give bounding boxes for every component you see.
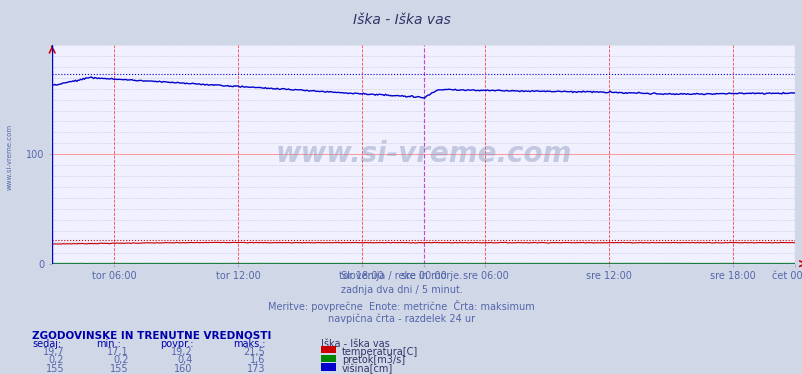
Text: Iška - Iška vas: Iška - Iška vas [352, 13, 450, 27]
Text: Slovenija / reke in morje.: Slovenija / reke in morje. [341, 271, 461, 281]
Text: povpr.:: povpr.: [160, 339, 194, 349]
Text: 160: 160 [174, 364, 192, 374]
Text: 19,7: 19,7 [43, 347, 64, 357]
Text: ZGODOVINSKE IN TRENUTNE VREDNOSTI: ZGODOVINSKE IN TRENUTNE VREDNOSTI [32, 331, 271, 341]
Text: temperatura[C]: temperatura[C] [342, 347, 418, 357]
Text: navpična črta - razdelek 24 ur: navpična črta - razdelek 24 ur [327, 314, 475, 324]
Text: višina[cm]: višina[cm] [342, 364, 393, 374]
Text: sedaj:: sedaj: [32, 339, 61, 349]
Text: 19,2: 19,2 [171, 347, 192, 357]
Text: 0,2: 0,2 [49, 355, 64, 365]
Text: 155: 155 [46, 364, 64, 374]
Text: pretok[m3/s]: pretok[m3/s] [342, 355, 405, 365]
Text: zadnja dva dni / 5 minut.: zadnja dva dni / 5 minut. [340, 285, 462, 295]
Text: 155: 155 [110, 364, 128, 374]
Text: maks.:: maks.: [233, 339, 265, 349]
Text: 173: 173 [246, 364, 265, 374]
Text: 21,5: 21,5 [243, 347, 265, 357]
Text: min.:: min.: [96, 339, 121, 349]
Text: Iška - Iška vas: Iška - Iška vas [321, 339, 390, 349]
Text: www.si-vreme.com: www.si-vreme.com [275, 140, 571, 168]
Text: Meritve: povprečne  Enote: metrične  Črta: maksimum: Meritve: povprečne Enote: metrične Črta:… [268, 300, 534, 312]
Text: 17,1: 17,1 [107, 347, 128, 357]
Text: 0,4: 0,4 [177, 355, 192, 365]
Text: 1,6: 1,6 [249, 355, 265, 365]
Text: www.si-vreme.com: www.si-vreme.com [6, 124, 12, 190]
Text: 0,2: 0,2 [113, 355, 128, 365]
